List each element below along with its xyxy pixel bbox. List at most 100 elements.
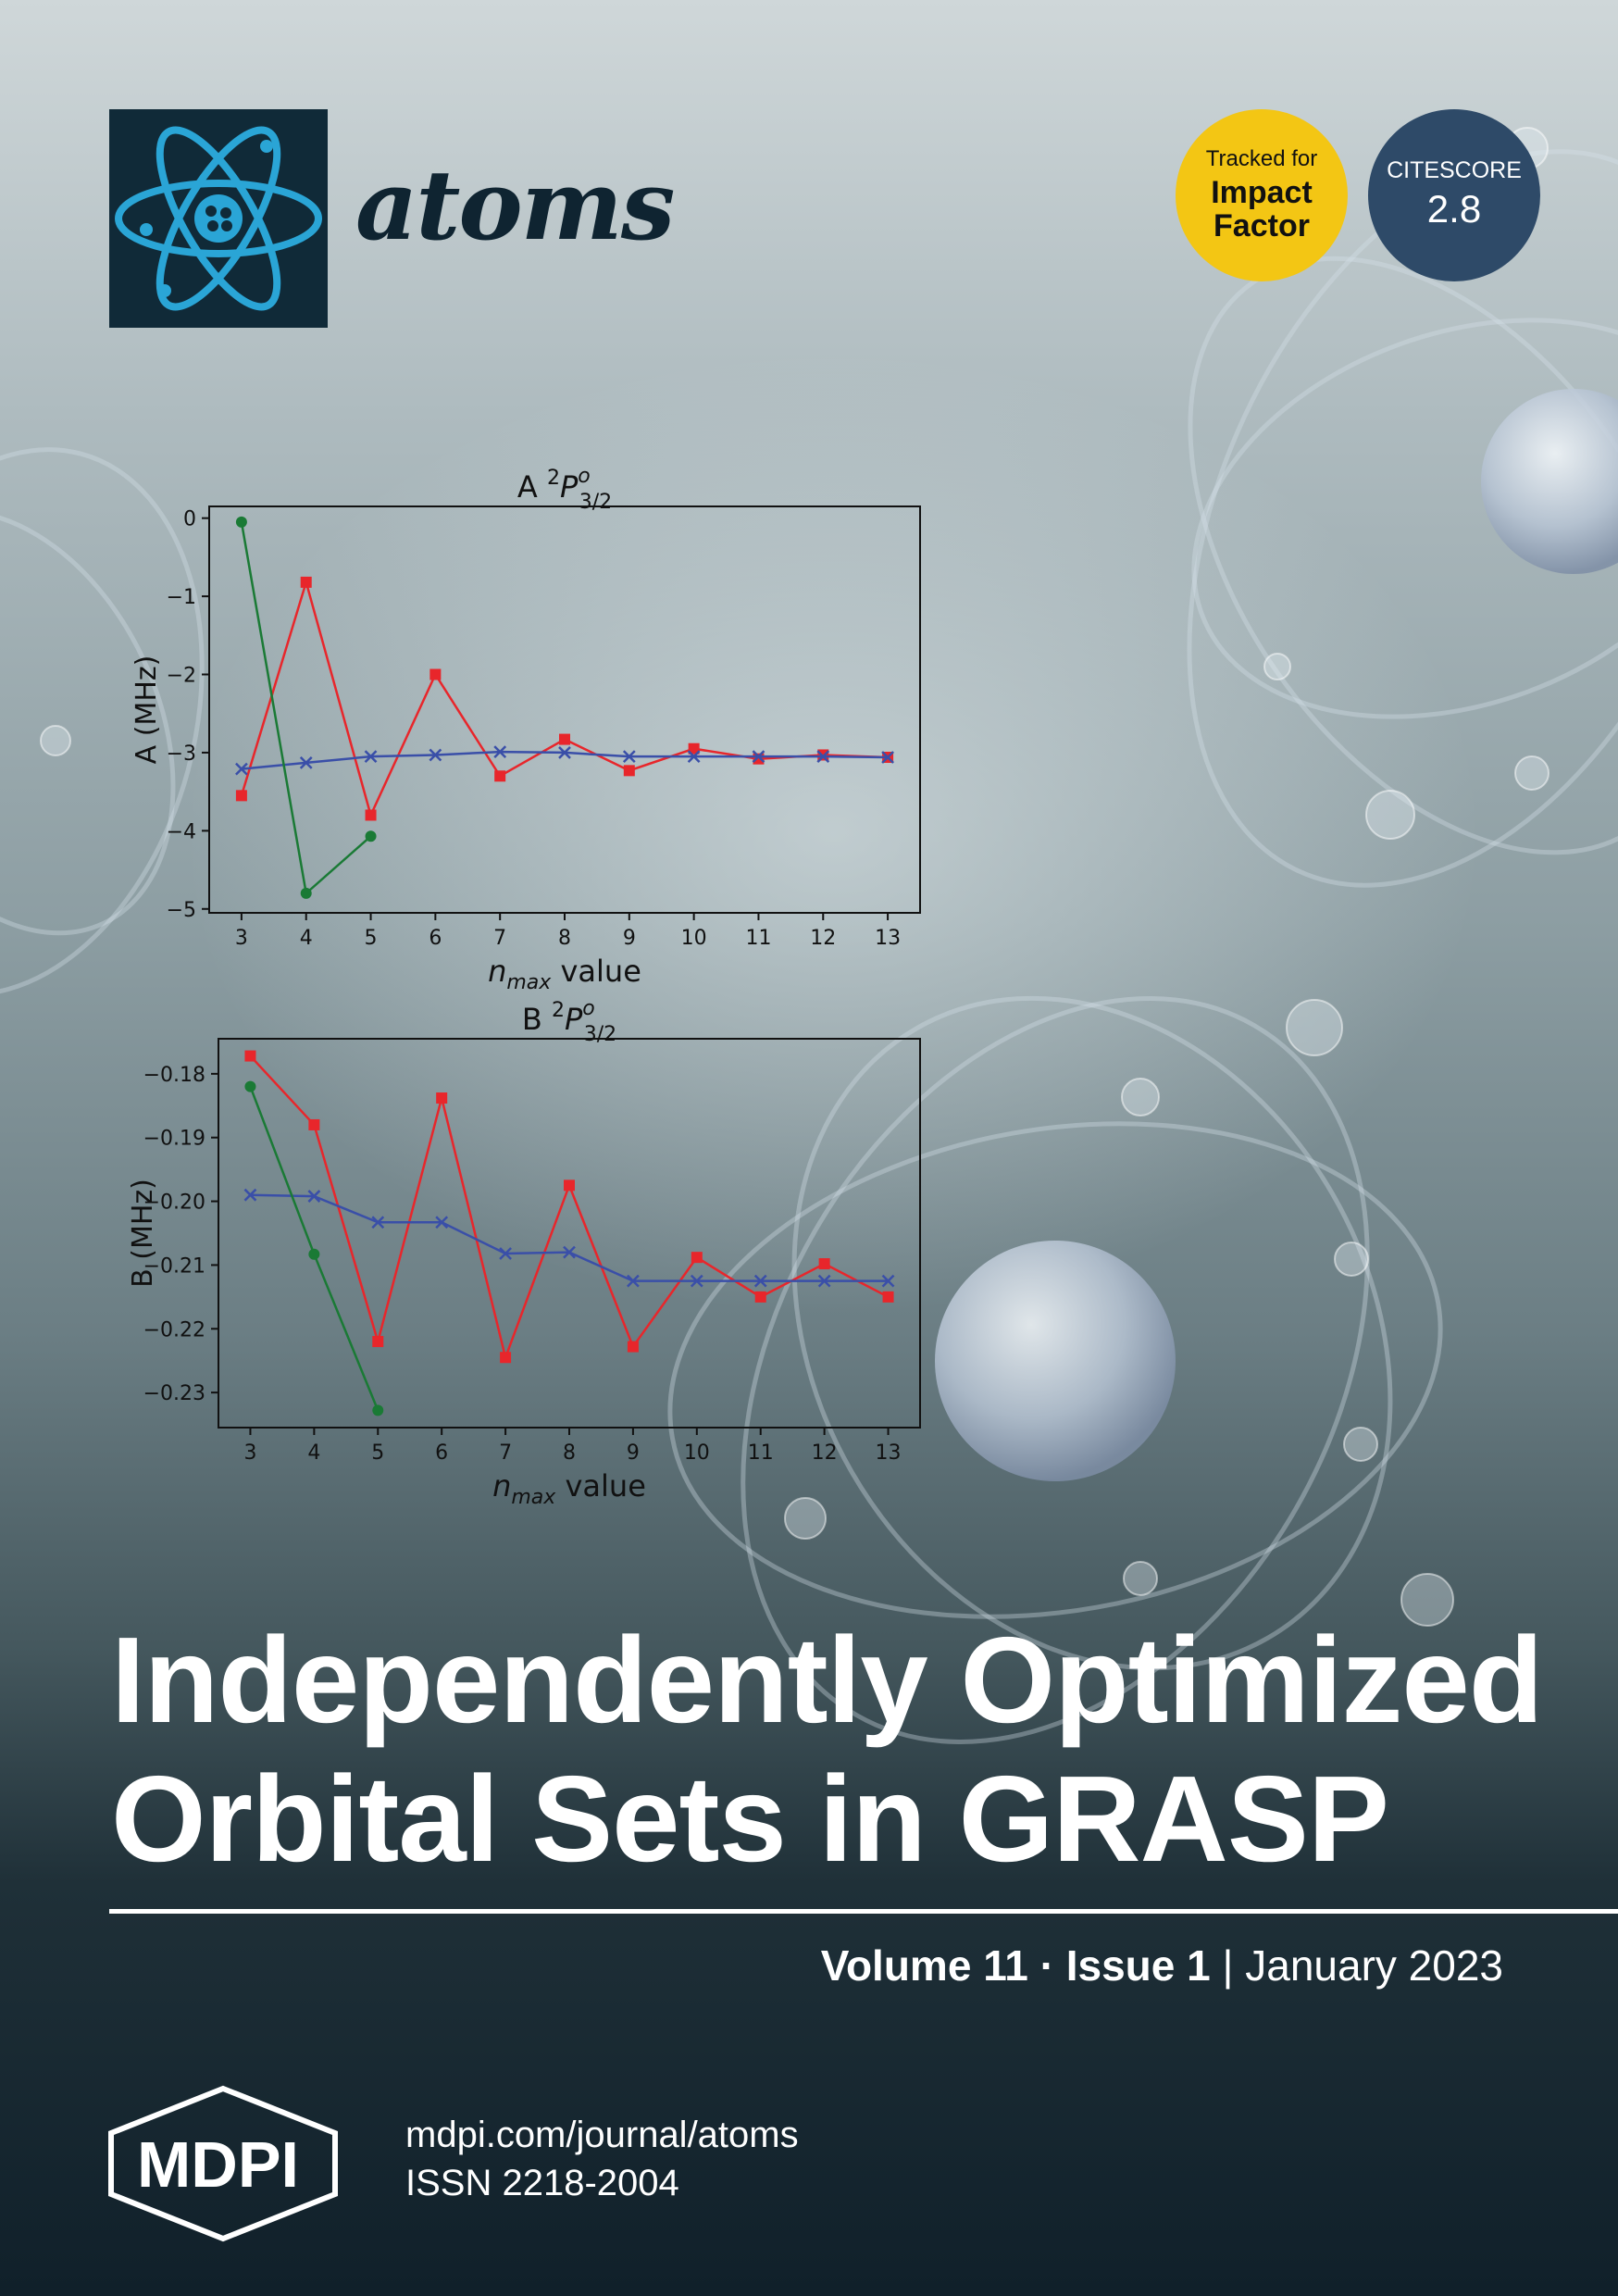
x-tick-label: 4 [307,1441,320,1465]
chart-title: B 2Po 3/2 [522,997,616,1046]
data-point-square [235,790,247,802]
data-point-x-stroke [435,1216,449,1229]
data-point-square [365,809,377,821]
data-point-x-stroke [364,750,378,764]
data-point-x [307,1190,321,1203]
data-point-x-stroke [687,750,701,764]
y-tick-label: −5 [167,899,196,922]
y-axis-label: B (MHz) [127,1179,159,1288]
data-point-x [622,750,636,764]
data-point-square [372,1336,384,1348]
data-point-x-stroke [690,1274,703,1288]
data-point-x-stroke [627,1274,640,1288]
mdpi-logo-frame [108,2085,338,2242]
y-tick-label: −0.18 [143,1064,205,1087]
data-point-square [436,1092,448,1104]
data-point-x [435,1216,449,1229]
x-tick-label: 13 [875,927,901,950]
data-point-square [559,733,570,745]
data-point-square [688,742,700,755]
data-point-circle [372,1404,384,1416]
data-point-x-stroke [881,1274,895,1288]
data-point-x-stroke [307,1190,321,1203]
data-point-x [752,750,765,764]
series-line [241,750,889,770]
data-point-circle [244,1080,256,1092]
x-tick-label: 3 [243,1441,256,1465]
data-point-x-stroke [817,1274,831,1288]
x-axis-label: nmax value [492,1468,646,1509]
y-tick-label: −0.23 [143,1382,205,1405]
data-point-x [881,751,894,764]
data-point-square [564,1179,575,1192]
citescore-label: CITESCORE [1387,157,1522,183]
series-line [240,578,889,819]
divider [109,1909,1618,1914]
data-point-x-stroke [558,746,571,759]
x-tick-label: 13 [876,1441,902,1465]
data-point-x-stroke [493,745,507,758]
y-tick-label: −4 [167,820,196,843]
volume-label: Volume 11 [820,1941,1028,1990]
charts-figure: 3 4 5 6 7 8 9 10 11 12 13 0 −1 −2 −3 −4 −5 A 2Po 3/2 nmax v… [127,465,921,1509]
citescore-value: 2.8 [1426,187,1482,231]
data-point-x [371,1216,385,1229]
impact-badge-line2: Impact [1211,175,1313,210]
y-tick-label: −0.20 [143,1192,205,1215]
data-point-square [882,1291,894,1303]
data-point-x-stroke [243,1188,257,1202]
article-headline: Independently Optimized Orbital Sets in … [111,1611,1555,1889]
x-tick-label: 10 [684,1441,710,1465]
data-point-square [500,1352,512,1364]
series-line [249,1054,890,1362]
data-point-x-stroke [371,1216,385,1229]
issue-label: Issue 1 [1065,1941,1211,1990]
atom-icon [115,126,322,311]
data-point-x [881,1274,895,1288]
data-point-x [558,746,571,759]
x-tick-label: 10 [681,927,707,950]
data-point-square [754,1291,766,1303]
data-point-x-stroke [622,750,636,764]
data-point-circle [300,887,312,899]
citescore-badge: CITESCORE 2.8 [1368,109,1540,281]
x-tick-label: 3 [235,927,248,950]
data-point-x [299,756,313,769]
data-point-circle [235,516,247,528]
x-tick-label: 4 [300,927,313,950]
x-axis-label: nmax value [488,954,641,994]
y-tick-label: −1 [167,586,196,609]
headline-line1: Independently Optimized [111,1612,1543,1748]
data-point-x [816,750,830,764]
data-point-x [817,1274,831,1288]
journal-url[interactable]: mdpi.com/journal/atoms [405,2115,799,2155]
data-point-x [687,750,701,764]
x-tick-label: 6 [435,1441,448,1465]
impact-badge-line3: Factor [1214,208,1310,243]
impact-factor-badge: Tracked for Impact Factor [1176,109,1348,281]
data-point-x [563,1245,576,1259]
x-tick-label: 6 [429,927,442,950]
x-tick-label: 8 [558,927,571,950]
data-point-square [627,1341,639,1353]
data-point-square [300,576,312,588]
data-point-square [623,765,635,777]
data-point-x-stroke [429,748,442,762]
series-line [249,1086,380,1411]
data-point-square [244,1050,256,1062]
data-point-x [429,748,442,762]
chart-title: A 2Po 3/2 [517,465,612,514]
data-point-square [818,1258,830,1270]
x-tick-label: 7 [499,1441,512,1465]
data-point-circle [308,1248,320,1260]
data-point-x [243,1188,257,1202]
data-point-x-stroke [816,750,830,764]
data-point-x-stroke [499,1247,512,1260]
x-tick-label: 12 [812,1441,838,1465]
data-point-x-stroke [563,1245,576,1259]
y-tick-label: −0.22 [143,1318,205,1341]
data-point-x [493,745,507,758]
x-tick-label: 5 [365,927,378,950]
x-tick-label: 5 [371,1441,384,1465]
